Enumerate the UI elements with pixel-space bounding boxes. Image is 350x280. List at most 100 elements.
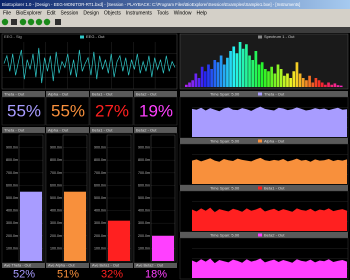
menu-item[interactable]: Objects xyxy=(104,11,121,17)
spectrum-bar xyxy=(339,85,343,87)
strip-span: Time Span: 5.00 xyxy=(210,232,240,237)
spectrum-bar xyxy=(194,73,198,87)
menu-item[interactable]: Edit xyxy=(47,11,56,17)
spectrum-bar xyxy=(213,60,217,87)
spectrum-bar xyxy=(301,78,305,87)
spectrum-bar xyxy=(308,75,311,87)
spectrum-bar xyxy=(289,78,292,87)
menu-item[interactable]: BioExplorer xyxy=(16,11,42,17)
spectrum-bar xyxy=(185,84,188,87)
meter-header xyxy=(134,127,177,133)
spectrum-bar xyxy=(276,64,280,87)
average-header xyxy=(2,263,45,268)
display-body xyxy=(45,96,90,126)
spectrum-bar xyxy=(254,51,258,87)
average-label: Ave Beta2 - Out xyxy=(136,264,164,268)
meter-tick-label: 500.0m xyxy=(138,196,150,200)
spectrum-bar xyxy=(333,83,337,87)
meter-tick-label: 700.0m xyxy=(6,171,18,175)
legend-label: Theta - Out xyxy=(264,91,285,96)
average-header xyxy=(90,263,133,268)
spectrum-bar xyxy=(320,82,324,87)
pause-button[interactable] xyxy=(27,18,35,26)
spectrum-bar xyxy=(188,82,191,87)
spectrum-bar xyxy=(292,71,296,87)
average-display: 51% xyxy=(57,268,79,280)
menu-item[interactable]: Tools xyxy=(157,11,169,17)
spectrum-bar xyxy=(226,57,229,87)
meter-tick-label: 900.0m xyxy=(94,146,106,150)
meter-tick-label: 800.0m xyxy=(6,158,18,162)
display-body xyxy=(1,96,46,126)
display-label: Alpha - Out xyxy=(48,91,69,96)
spectrum-bar xyxy=(282,75,286,87)
meter-tick-label: 600.0m xyxy=(6,183,18,187)
display-label: Theta - Out xyxy=(4,91,25,96)
percent-display: 27% xyxy=(95,101,129,120)
display-body xyxy=(89,96,134,126)
legend-swatch xyxy=(258,139,262,143)
stop-button[interactable] xyxy=(11,19,17,25)
strip-header xyxy=(180,185,348,191)
meter-tick-label: 900.0m xyxy=(138,146,150,150)
average-display: 18% xyxy=(145,268,167,280)
legend-label: Beta2 - Out xyxy=(264,232,285,237)
strip-area xyxy=(192,207,347,231)
spectrum-bar xyxy=(216,62,220,87)
spectrum-bar xyxy=(314,78,318,87)
meter-label: Beta2 - Out xyxy=(136,127,157,132)
meter-tick-label: 400.0m xyxy=(138,209,150,213)
spectrum-bar xyxy=(260,62,264,87)
spectrum-bar xyxy=(264,69,267,87)
menu-item[interactable]: Help xyxy=(196,11,207,17)
spectrum-bar xyxy=(257,64,261,87)
meter-tick-label: 400.0m xyxy=(50,209,62,213)
menu-item[interactable]: Design xyxy=(83,11,99,17)
forward-button[interactable] xyxy=(43,18,51,26)
meter-tick-label: 200.0m xyxy=(6,234,18,238)
spectrum-bar xyxy=(298,73,302,87)
window-title: BioExplorer 1.0 - [Design - EEG-MONITOR-… xyxy=(2,2,300,7)
menu-item[interactable]: Instruments xyxy=(126,11,153,17)
spectrum-bar xyxy=(197,78,201,87)
spectrum-bar xyxy=(267,71,270,87)
rewind-button[interactable] xyxy=(35,18,43,26)
meter-tick-label: 400.0m xyxy=(94,209,106,213)
spectrum-bar xyxy=(336,85,340,87)
meter-tick-label: 300.0m xyxy=(138,221,150,225)
spectrum-bar xyxy=(317,80,321,87)
spectrum-bar xyxy=(324,84,327,87)
tool-button[interactable] xyxy=(55,19,61,25)
spectrum-bar xyxy=(273,73,277,87)
spectrum-bar xyxy=(235,53,239,87)
meter-label: Alpha - Out xyxy=(48,127,69,132)
meter-tick-label: 300.0m xyxy=(94,221,106,225)
average-label: Ave Beta1 - Out xyxy=(92,264,120,268)
menu-item[interactable]: File xyxy=(3,11,11,17)
spectrum-bar xyxy=(311,82,315,87)
menu-item[interactable]: Session xyxy=(61,11,79,17)
spectrum-bar xyxy=(330,84,334,87)
legend-label: Alpha - Out xyxy=(264,138,285,143)
play-button[interactable] xyxy=(1,18,9,26)
meter-bar xyxy=(152,235,174,261)
average-label: Ave Theta - Out xyxy=(4,264,32,268)
meter-tick-label: 600.0m xyxy=(138,183,150,187)
record-button[interactable] xyxy=(19,18,27,26)
eeg-waveform xyxy=(3,47,176,84)
menu-toolbar-area xyxy=(0,9,350,27)
strip-header xyxy=(180,91,348,97)
spectrum-bar xyxy=(232,46,236,87)
percent-display: 55% xyxy=(51,101,85,120)
spectrum-bar xyxy=(270,66,274,87)
meter-header xyxy=(46,127,89,133)
meter-tick-label: 100.0m xyxy=(94,246,106,250)
meter-tick-label: 100.0m xyxy=(6,246,18,250)
meter-tick-label: 900.0m xyxy=(50,146,62,150)
spectrum-bar xyxy=(248,55,251,87)
meter-bar xyxy=(108,220,130,261)
strip-area xyxy=(192,258,347,278)
menu-item[interactable]: Window xyxy=(174,11,192,17)
meter-label: Beta1 - Out xyxy=(92,127,113,132)
